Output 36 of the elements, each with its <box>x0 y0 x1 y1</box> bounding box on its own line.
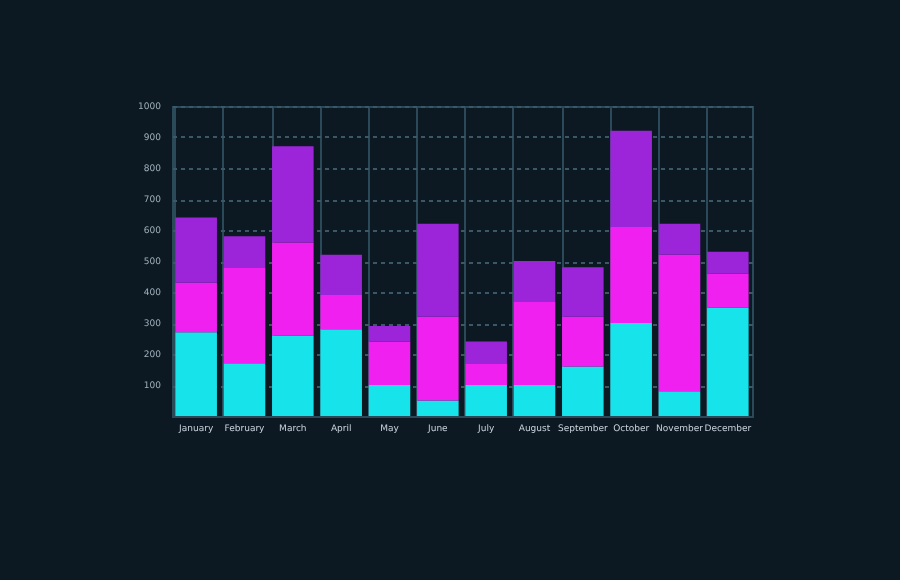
bar <box>513 301 556 385</box>
bar <box>513 385 556 416</box>
bar <box>272 335 314 416</box>
bar <box>562 267 604 317</box>
bar <box>610 226 652 323</box>
bar <box>658 223 701 255</box>
bar <box>658 254 701 392</box>
bar <box>417 223 459 317</box>
bar <box>368 326 411 342</box>
bar <box>223 236 266 268</box>
bar <box>223 363 266 416</box>
bar <box>562 316 604 367</box>
bar <box>513 261 556 302</box>
bar <box>175 282 217 333</box>
bar <box>272 242 314 336</box>
bar <box>610 130 652 227</box>
bar <box>562 366 604 416</box>
bar <box>223 267 266 364</box>
bar <box>417 400 459 416</box>
bar <box>465 363 507 385</box>
bar <box>175 217 217 283</box>
bar <box>707 251 749 274</box>
bar <box>707 273 749 308</box>
bar <box>610 323 652 416</box>
bar <box>707 307 749 416</box>
bar <box>175 332 217 416</box>
bar <box>368 385 411 416</box>
bar <box>368 341 411 385</box>
bar <box>465 385 507 416</box>
bar <box>417 316 459 401</box>
bar <box>320 254 362 296</box>
bar <box>320 295 362 330</box>
bar <box>465 341 507 364</box>
bar <box>320 329 362 416</box>
bar <box>658 391 701 416</box>
bar <box>272 146 314 243</box>
